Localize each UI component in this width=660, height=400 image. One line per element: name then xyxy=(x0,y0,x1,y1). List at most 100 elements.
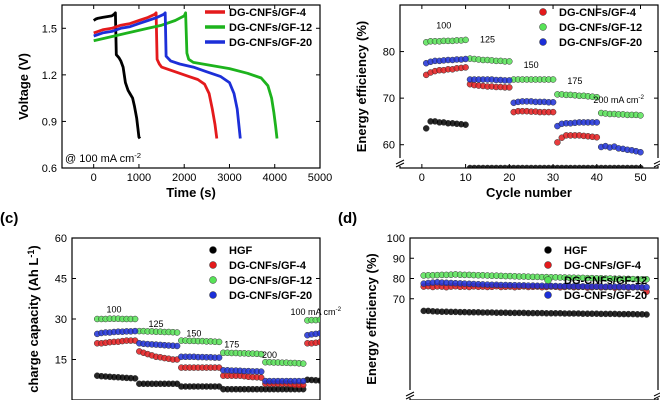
data-point xyxy=(422,125,430,132)
data-point xyxy=(316,377,320,384)
data-point xyxy=(334,330,340,336)
rate-label: 125 xyxy=(149,319,164,329)
data-point xyxy=(131,315,139,323)
data-point xyxy=(338,318,344,324)
data-point xyxy=(637,148,644,156)
y-tick-label: 1.2 xyxy=(42,70,57,82)
data-point xyxy=(643,311,650,318)
legend-swatch xyxy=(209,291,217,299)
y-axis-label: Voltage (V) xyxy=(16,53,31,120)
legend-label: DG-CNFs/GF-12 xyxy=(564,275,647,287)
data-point xyxy=(549,76,557,83)
rate-label: 150 xyxy=(186,329,201,339)
series-line xyxy=(93,11,219,139)
y-axis-label-text: charge capacity (Ah L xyxy=(26,258,41,393)
data-point xyxy=(506,84,513,91)
y-axis-label-text: Energy efficiency (%) xyxy=(354,21,369,153)
data-point xyxy=(330,317,336,323)
y-tick-label: 0.9 xyxy=(42,116,57,128)
data-point xyxy=(462,64,469,71)
data-point xyxy=(173,342,181,350)
legend-label: DG-CNFs/GF-4 xyxy=(229,7,307,19)
x-tick-label: 30 xyxy=(547,172,559,184)
series-dg-cnfs-gf-12 xyxy=(93,11,279,139)
legend-swatch xyxy=(544,291,552,299)
y-tick-label: 80 xyxy=(393,274,405,286)
data-point xyxy=(321,339,327,345)
data-point xyxy=(342,379,348,385)
condition-annotation: @ 100 mA cm-2 xyxy=(65,151,141,165)
data-point xyxy=(462,55,469,63)
legend-swatch xyxy=(544,276,552,284)
data-point xyxy=(342,340,348,346)
series-unlabeled xyxy=(422,118,644,168)
series-dg-cnfs-gf-12 xyxy=(422,36,644,119)
y-axis-label-end: ) xyxy=(26,245,41,249)
legend-swatch xyxy=(209,261,217,269)
x-tick-label: 0 xyxy=(419,172,425,184)
data-point xyxy=(330,339,336,345)
data-point xyxy=(325,378,331,384)
x-tick-label: 50 xyxy=(634,172,646,184)
series-unlabeled xyxy=(92,11,142,140)
plot-area xyxy=(93,315,348,393)
y-axis-label: charge capacity (Ah L-1) xyxy=(26,245,41,393)
plot-frame xyxy=(61,4,321,169)
data-point xyxy=(131,327,139,335)
y-tick-label: 90 xyxy=(393,253,405,265)
x-tick-label: 1000 xyxy=(127,172,151,184)
series-line xyxy=(92,11,142,140)
data-point xyxy=(325,339,331,345)
data-point xyxy=(334,378,340,384)
y-axis-label-text: Energy efficiency (%) xyxy=(364,253,379,385)
rate-label-base: 100 mA cm xyxy=(290,307,335,317)
series-dg-cnfs-gf-12 xyxy=(93,315,348,367)
y-tick-label: 45 xyxy=(55,274,67,286)
legend-label: DG-CNFs/GF-20 xyxy=(564,290,647,302)
data-point xyxy=(325,317,331,323)
series-dg-cnfs-gf-12 xyxy=(420,271,650,283)
rate-label: 150 xyxy=(524,60,539,70)
data-point xyxy=(325,330,331,336)
series-dg-cnfs-gf-20 xyxy=(420,279,650,291)
data-point xyxy=(334,339,340,345)
panel-label: (c) xyxy=(0,210,18,227)
series-hgf xyxy=(93,372,348,393)
x-axis-label: Cycle number xyxy=(486,185,572,200)
series-dg-cnfs-gf-20 xyxy=(93,11,242,139)
x-tick-label: 5000 xyxy=(308,172,332,184)
y-tick-label: 100 xyxy=(387,233,405,245)
legend-swatch xyxy=(539,8,547,16)
x-tick-label: 4000 xyxy=(262,172,286,184)
y-tick-label: 80 xyxy=(383,47,395,59)
y-tick-label: 70 xyxy=(383,93,395,105)
panel-label: (d) xyxy=(338,210,357,227)
data-point xyxy=(215,354,223,361)
axis-break-mark xyxy=(653,392,660,400)
legend-swatch xyxy=(209,246,217,254)
series-line xyxy=(93,11,242,139)
panel-0: 0.6 0.9 1.2 1.5 0 1000 2000 3000 4000 5000 Time (s… xyxy=(16,4,332,200)
data-point xyxy=(554,139,561,146)
series-dg-cnfs-gf-4 xyxy=(93,11,219,139)
series-dg-cnfs-gf-20 xyxy=(93,327,340,385)
rate-label: 125 xyxy=(480,34,495,44)
rate-label: 100 xyxy=(436,20,451,30)
data-point xyxy=(257,350,265,358)
data-point xyxy=(549,108,557,116)
data-point xyxy=(131,375,139,382)
data-point xyxy=(637,112,644,119)
y-axis-label: Energy efficiency (%) xyxy=(354,21,369,153)
y-tick-label: 30 xyxy=(55,314,67,326)
legend-label: DG-CNFs/GF-12 xyxy=(229,275,312,287)
data-point xyxy=(330,330,336,336)
series-dg-cnfs-gf-20 xyxy=(422,55,644,156)
x-tick-label: 20 xyxy=(503,172,515,184)
y-tick-label: 70 xyxy=(393,294,405,306)
x-axis-label: Time (s) xyxy=(166,185,216,200)
axis-break-mark xyxy=(653,160,660,168)
data-point xyxy=(321,378,327,384)
x-tick-label: 2000 xyxy=(172,172,196,184)
data-point xyxy=(321,330,327,336)
data-point xyxy=(342,318,348,324)
